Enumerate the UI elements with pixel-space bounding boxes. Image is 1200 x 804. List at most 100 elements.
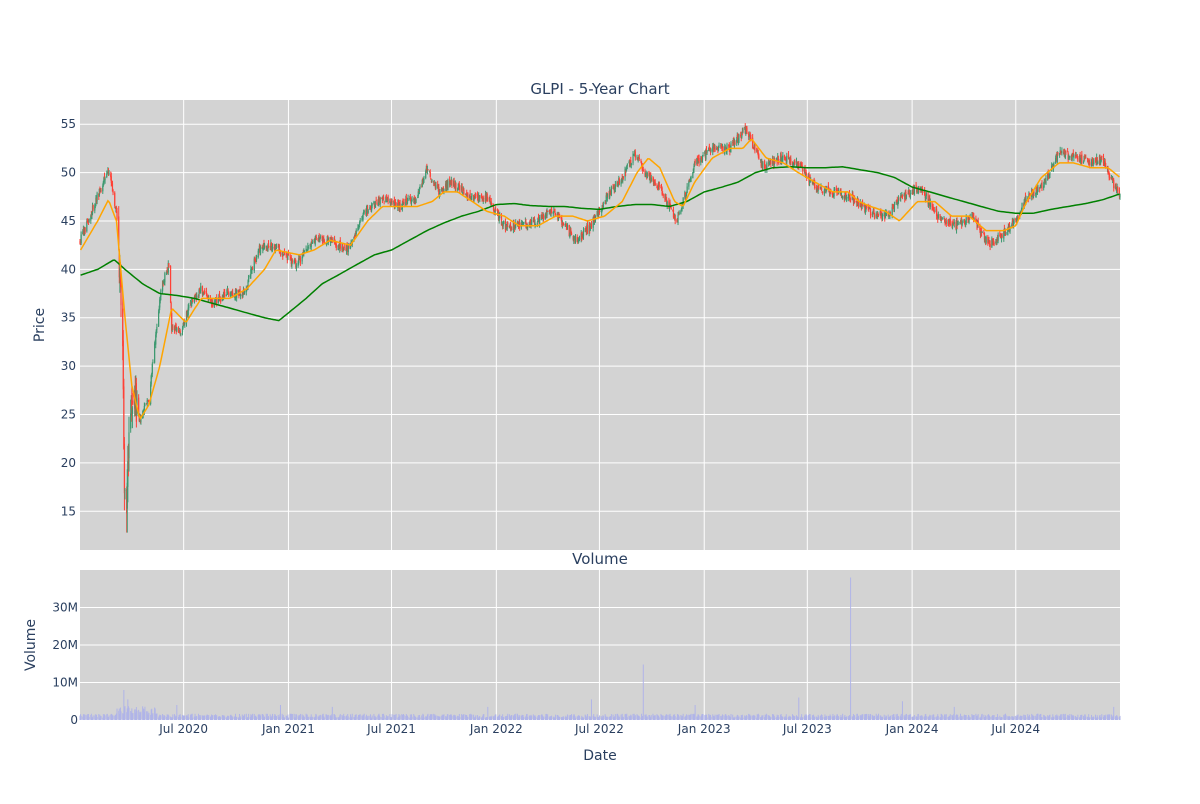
volume-bar xyxy=(831,716,833,720)
candle-up xyxy=(965,217,967,224)
volume-bar xyxy=(904,716,906,720)
volume-bar xyxy=(337,717,339,720)
volume-bar xyxy=(335,717,337,720)
volume-bar xyxy=(664,715,666,720)
volume-bar xyxy=(808,716,810,720)
volume-bar xyxy=(410,714,412,720)
volume-bar xyxy=(847,715,849,720)
volume-bar xyxy=(880,715,882,720)
volume-bar xyxy=(326,714,328,720)
candle-up xyxy=(310,242,312,248)
volume-bar xyxy=(470,714,472,720)
volume-bar xyxy=(972,715,974,720)
candle-down xyxy=(325,243,327,245)
candle-up xyxy=(295,265,298,269)
volume-bar xyxy=(577,716,579,720)
volume-bar xyxy=(575,717,577,720)
volume-bar xyxy=(430,714,432,720)
volume-bar xyxy=(961,715,963,720)
volume-bar xyxy=(868,716,870,720)
volume-bar xyxy=(769,717,771,720)
volume-bar xyxy=(453,714,455,720)
volume-bar xyxy=(789,716,791,720)
candle-up xyxy=(717,146,720,151)
volume-bar xyxy=(580,717,582,720)
candle-down xyxy=(228,291,230,295)
volume-bar xyxy=(385,717,387,720)
volume-bar xyxy=(223,715,225,720)
candle-up xyxy=(422,180,425,184)
volume-bar xyxy=(828,715,830,720)
volume-bar xyxy=(150,714,152,720)
candle-up xyxy=(624,168,626,178)
volume-bar xyxy=(285,715,287,720)
ma-long-line xyxy=(80,166,1120,322)
volume-bar xyxy=(220,716,222,720)
volume-bar xyxy=(597,717,599,720)
volume-bar xyxy=(502,717,504,720)
volume-bar xyxy=(768,715,770,720)
candle-up xyxy=(971,214,973,216)
candle-up xyxy=(1069,155,1071,158)
candle-down xyxy=(79,241,81,244)
volume-bar xyxy=(821,714,823,720)
candle-up xyxy=(397,203,399,209)
volume-bar xyxy=(216,715,218,720)
candle-up xyxy=(685,192,688,196)
candle-up xyxy=(692,168,695,172)
candle-up xyxy=(94,204,96,206)
candle-down xyxy=(818,184,820,189)
volume-bar xyxy=(896,713,898,720)
candle-up xyxy=(354,234,356,237)
volume-bar xyxy=(713,717,715,720)
candle-down xyxy=(1096,157,1098,164)
volume-bar xyxy=(201,715,203,720)
price-y-axis-label: Price xyxy=(32,308,48,342)
candle-down xyxy=(339,240,341,249)
volume-bar xyxy=(816,717,818,720)
candle-down xyxy=(1102,156,1105,164)
volume-bar xyxy=(255,716,257,720)
candle-up xyxy=(389,201,391,203)
volume-bar xyxy=(343,713,345,720)
volume-bar xyxy=(584,714,586,720)
candle-up xyxy=(374,204,376,207)
candle-down xyxy=(796,162,798,163)
candle-down xyxy=(956,221,958,226)
candle-down xyxy=(554,214,557,216)
candle-down xyxy=(287,253,290,256)
volume-bar xyxy=(1063,717,1065,720)
volume-bar xyxy=(422,714,424,720)
volume-bar xyxy=(553,717,555,720)
candle-up xyxy=(418,188,421,192)
candle-down xyxy=(123,386,125,449)
volume-bar xyxy=(776,714,778,720)
candle-up xyxy=(222,292,225,300)
volume-bar xyxy=(174,714,176,720)
volume-bar xyxy=(381,713,383,720)
volume-bar xyxy=(354,717,356,720)
volume-bar xyxy=(435,715,437,720)
candle-up xyxy=(470,197,472,199)
volume-bar xyxy=(482,714,484,720)
candle-down xyxy=(952,221,954,223)
volume-bar xyxy=(126,712,128,720)
candle-up xyxy=(411,199,413,202)
candle-down xyxy=(967,216,969,220)
volume-bar xyxy=(302,715,304,720)
volume-bar xyxy=(721,714,723,720)
candle-down xyxy=(553,210,556,211)
volume-bar xyxy=(411,716,413,720)
volume-bar xyxy=(540,714,542,720)
volume-bar xyxy=(944,714,946,720)
candle-up xyxy=(1059,153,1061,155)
volume-bar xyxy=(818,716,820,720)
volume-bar xyxy=(702,714,704,720)
volume-bar xyxy=(283,717,285,720)
volume-bar xyxy=(96,716,98,720)
candle-down xyxy=(286,254,288,256)
candle-up xyxy=(157,311,160,327)
volume-bar xyxy=(130,711,132,720)
volume-bar xyxy=(104,715,106,720)
volume-bar xyxy=(196,716,198,720)
